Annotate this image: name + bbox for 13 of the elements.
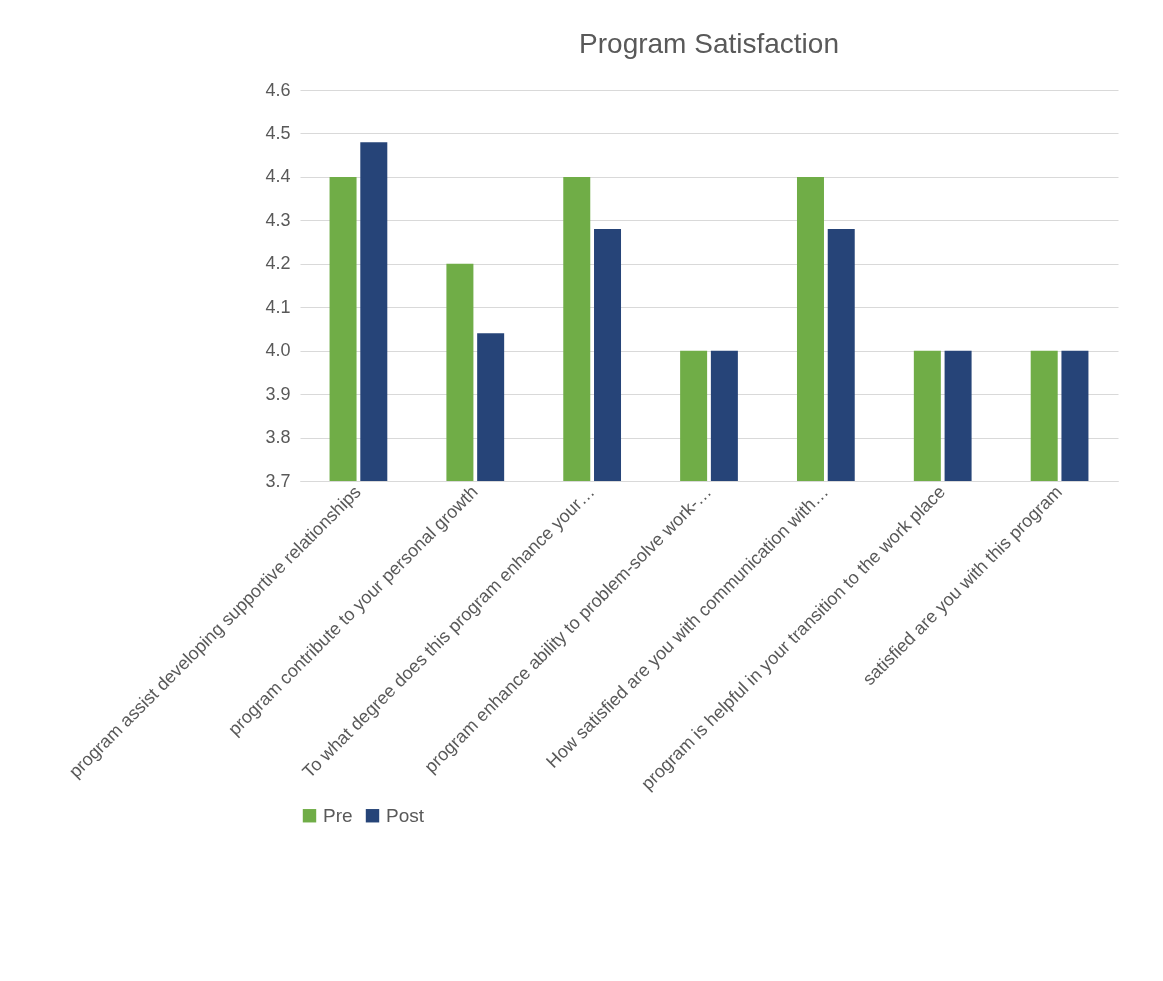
chart-title: Program Satisfaction <box>579 28 839 59</box>
y-tick-label: 3.8 <box>265 427 291 448</box>
y-tick-label: 4.3 <box>265 209 291 230</box>
y-tick-label: 4.5 <box>265 122 291 143</box>
y-tick-label: 4.2 <box>265 253 291 274</box>
y-tick-label: 4.1 <box>265 296 291 317</box>
y-tick-label: 3.9 <box>265 383 291 404</box>
y-tick-label: 4.0 <box>265 340 291 361</box>
legend-label: Pre <box>323 804 353 826</box>
y-tick-label: 4.6 <box>265 79 291 100</box>
legend-label: Post <box>386 804 425 826</box>
y-tick-label: 4.4 <box>265 166 291 187</box>
y-tick-label: 3.7 <box>265 470 291 491</box>
